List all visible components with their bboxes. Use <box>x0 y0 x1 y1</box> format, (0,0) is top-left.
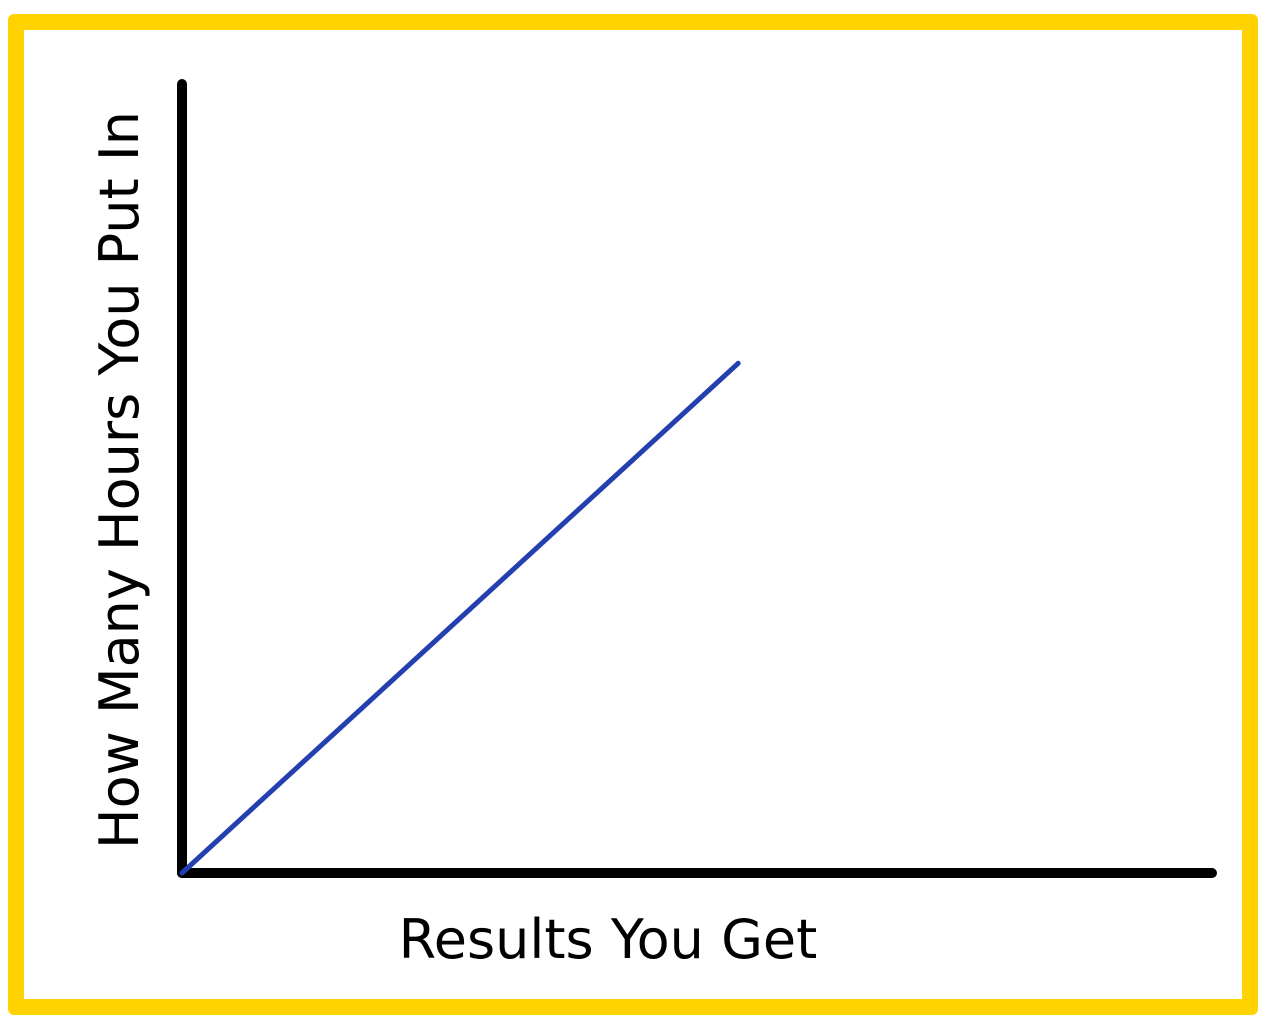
series-layer <box>179 360 741 876</box>
x-axis-label: Results You Get <box>399 908 818 971</box>
y-axis-label: How Many Hours You Put In <box>88 111 151 849</box>
series-line-0 <box>179 360 741 876</box>
yellow-frame <box>8 14 1258 1015</box>
